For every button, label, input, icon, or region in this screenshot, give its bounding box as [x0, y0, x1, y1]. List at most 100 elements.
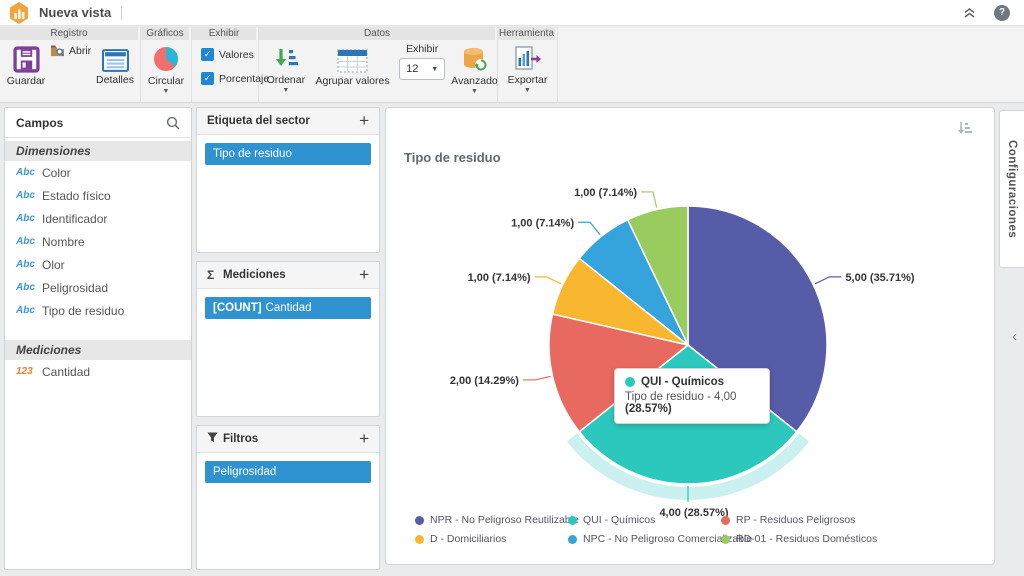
- collapse-panel-chevron-icon[interactable]: ‹: [1012, 328, 1017, 345]
- legend-label: QUI - Químicos: [583, 514, 655, 526]
- database-icon: [461, 46, 489, 73]
- sector-label-shelf: Etiqueta del sector + Tipo de residuo: [196, 107, 380, 253]
- measures-shelf: Σ Mediciones + [COUNT]Cantidad: [196, 261, 380, 417]
- text-field-icon: Abc: [16, 167, 42, 178]
- add-field-button[interactable]: +: [359, 113, 369, 129]
- dimension-item[interactable]: AbcOlor: [5, 253, 191, 276]
- tooltip-series-dot: [625, 377, 635, 387]
- group-label-herramienta: Herramienta: [498, 27, 557, 40]
- filters-shelf: Filtros + Peligrosidad: [196, 425, 380, 570]
- search-icon[interactable]: [166, 116, 180, 130]
- tooltip-title: QUI - Químicos: [641, 376, 724, 388]
- funnel-icon: [207, 432, 223, 446]
- legend-dot: [568, 535, 577, 544]
- group-label-graficos: Gráficos: [141, 27, 191, 40]
- legend-label: NPR - No Peligroso Reutilizable: [430, 514, 579, 526]
- shelf-pill[interactable]: Tipo de residuo: [205, 143, 371, 165]
- sort-button[interactable]: Ordenar ▼: [259, 40, 313, 95]
- numeric-field-icon: 123: [16, 366, 42, 377]
- help-icon[interactable]: ?: [994, 5, 1010, 21]
- display-count-select[interactable]: 12 ▼: [399, 58, 445, 80]
- save-icon: [13, 46, 40, 73]
- legend-label: RP - Residuos Peligrosos: [736, 514, 855, 526]
- dimensions-header: Dimensiones: [5, 141, 191, 161]
- save-button[interactable]: Guardar: [4, 46, 48, 87]
- pie-label-line-0: [815, 277, 841, 284]
- pie-data-label-3: 1,00 (7.14%): [468, 272, 531, 284]
- pie-label-line-5: [641, 192, 657, 208]
- legend-label: D - Domiciliarios: [430, 533, 506, 545]
- export-icon: [514, 46, 541, 72]
- text-field-icon: Abc: [16, 213, 42, 224]
- dimension-item[interactable]: AbcTipo de residuo: [5, 299, 191, 322]
- configurations-tab[interactable]: Configuraciones: [999, 110, 1024, 268]
- details-button[interactable]: Detalles: [92, 49, 138, 86]
- details-icon: [102, 49, 129, 72]
- ribbon-group-datos: Datos Ordenar ▼: [259, 27, 498, 102]
- legend-item-1[interactable]: QUI - Químicos: [568, 514, 721, 526]
- legend-item-3[interactable]: D - Domiciliarios: [415, 533, 568, 545]
- text-field-icon: Abc: [16, 282, 42, 293]
- dimension-item[interactable]: AbcNombre: [5, 230, 191, 253]
- dimension-item[interactable]: AbcEstado físico: [5, 184, 191, 207]
- pie-data-label-0: 5,00 (35.71%): [845, 272, 914, 284]
- legend-item-2[interactable]: RP - Residuos Peligrosos: [721, 514, 877, 526]
- dimension-item[interactable]: AbcPeligrosidad: [5, 276, 191, 299]
- field-label: Cantidad: [42, 365, 90, 379]
- open-folder-icon: [50, 44, 65, 57]
- add-filter-button[interactable]: +: [359, 431, 369, 447]
- field-label: Nombre: [42, 235, 85, 249]
- legend-item-5[interactable]: RD-01 - Residuos Domésticos: [721, 533, 877, 545]
- advanced-button[interactable]: Avanzado ▼: [452, 40, 497, 96]
- shelf-pill[interactable]: [COUNT]Cantidad: [205, 297, 371, 319]
- table-icon: [337, 49, 368, 73]
- chevron-down-icon[interactable]: ▼: [163, 88, 170, 96]
- shelf-title: Etiqueta del sector: [207, 115, 359, 127]
- pie-label-line-4: [578, 222, 600, 235]
- text-field-icon: Abc: [16, 305, 42, 316]
- ribbon-group-graficos: Gráficos Circular ▼: [141, 27, 192, 102]
- legend-dot: [721, 535, 730, 544]
- legend-dot: [415, 535, 424, 544]
- view-title: Nueva vista: [39, 5, 111, 20]
- dimension-item[interactable]: AbcColor: [5, 161, 191, 184]
- text-field-icon: Abc: [16, 236, 42, 247]
- group-label-exhibir: Exhibir: [192, 27, 258, 40]
- open-button[interactable]: Abrir: [50, 44, 91, 57]
- field-label: Tipo de residuo: [42, 304, 124, 318]
- field-label: Peligrosidad: [42, 281, 108, 295]
- shelf-pill[interactable]: Peligrosidad: [205, 461, 371, 483]
- legend-label: RD-01 - Residuos Domésticos: [736, 533, 877, 545]
- title-separator: [121, 6, 122, 20]
- dimension-item[interactable]: AbcIdentificador: [5, 207, 191, 230]
- measure-item[interactable]: 123Cantidad: [5, 360, 191, 383]
- field-label: Identificador: [42, 212, 107, 226]
- measures-list: 123Cantidad: [5, 360, 191, 383]
- ribbon-group-registro: Registro Guardar: [0, 27, 141, 102]
- text-field-icon: Abc: [16, 259, 42, 270]
- display-count-label: Exhibir: [406, 43, 438, 55]
- legend-item-4[interactable]: NPC - No Peligroso Comercializable: [568, 533, 721, 545]
- collapse-ribbon-icon[interactable]: [963, 7, 976, 19]
- pie-data-label-4: 1,00 (7.14%): [511, 217, 574, 229]
- pie-chart-type-button[interactable]: Circular ▼: [141, 45, 191, 96]
- fields-panel-title: Campos: [16, 116, 63, 130]
- chevron-down-icon[interactable]: ▼: [524, 87, 531, 95]
- legend-dot: [721, 516, 730, 525]
- shelf-title: Mediciones: [223, 269, 359, 281]
- add-measure-button[interactable]: +: [359, 267, 369, 283]
- field-label: Color: [42, 166, 71, 180]
- pie-chart[interactable]: 5,00 (35.71%)4,00 (28.57%)2,00 (14.29%)1…: [386, 108, 996, 566]
- group-values-button[interactable]: Agrupar valores: [313, 40, 393, 87]
- values-checkbox[interactable]: ✓ Valores: [201, 48, 254, 61]
- legend-item-0[interactable]: NPR - No Peligroso Reutilizable: [415, 514, 568, 526]
- chevron-down-icon[interactable]: ▼: [471, 88, 478, 96]
- pie-label-line-3: [535, 277, 561, 284]
- app-logo-icon: [8, 1, 30, 25]
- ribbon-group-exhibir: Exhibir ✓ Valores ✓ Porcentaje: [192, 27, 259, 102]
- chevron-down-icon[interactable]: ▼: [282, 87, 289, 95]
- pie-label-line-2: [523, 376, 551, 380]
- chart-legend: NPR - No Peligroso Reutilizable QUI - Quí…: [415, 514, 877, 545]
- pie-data-label-2: 2,00 (14.29%): [450, 375, 519, 387]
- export-button[interactable]: Exportar ▼: [498, 46, 557, 95]
